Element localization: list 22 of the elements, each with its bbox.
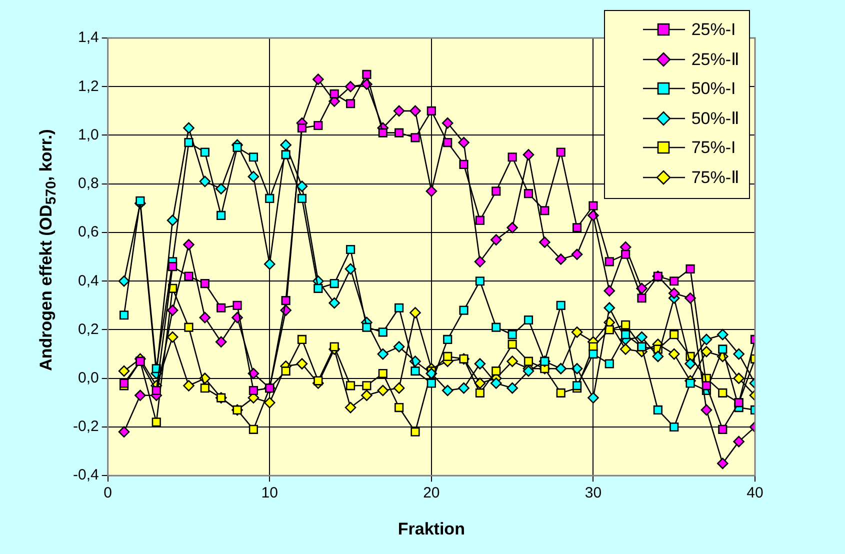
x-tick-label: 40: [746, 484, 764, 502]
legend-label: 50%-Ⅱ: [691, 108, 739, 129]
legend-label: 50%-I: [691, 78, 736, 99]
legend-label: 25%-Ⅱ: [691, 48, 739, 70]
y-tick-label: -0,2: [72, 418, 99, 436]
y-tick-label: 1,0: [78, 126, 99, 144]
x-tick-label: 10: [261, 484, 278, 502]
y-tick-label: 0,4: [78, 272, 99, 290]
y-tick-label: 1,2: [78, 78, 99, 95]
x-tick-label: 0: [104, 484, 112, 502]
x-tick-label: 20: [423, 484, 440, 502]
y-tick-label: -0,4: [72, 466, 99, 484]
legend-label: 75%-I: [691, 138, 736, 158]
y-tick-label: 1,4: [78, 29, 99, 46]
y-tick-label: 0,0: [78, 369, 99, 386]
legend-label: 75%-Ⅱ: [691, 166, 739, 188]
legend-label: 25%-I: [691, 20, 736, 40]
x-tick-label: 30: [584, 484, 602, 502]
y-tick-label: 0,8: [78, 175, 99, 192]
y-tick-label: 0,2: [78, 320, 99, 338]
x-axis-title: Fraktion: [398, 519, 465, 538]
y-tick-label: 0,6: [78, 224, 99, 241]
